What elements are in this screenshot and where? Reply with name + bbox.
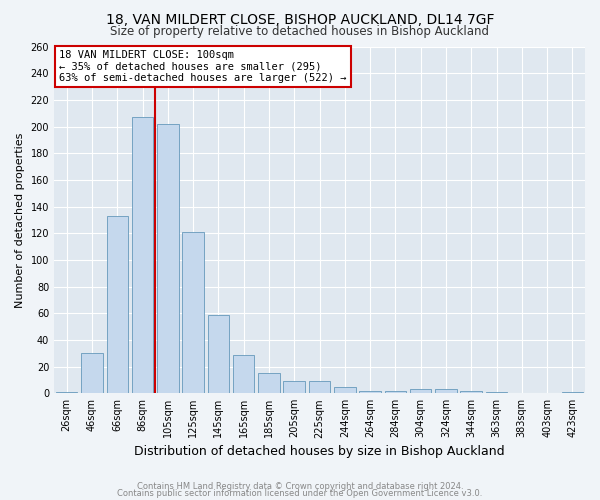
Bar: [258, 373, 280, 393]
Bar: [208, 314, 229, 393]
Bar: [182, 232, 204, 393]
Bar: [309, 381, 330, 393]
Bar: [435, 389, 457, 393]
Bar: [334, 386, 356, 393]
Text: 18 VAN MILDERT CLOSE: 100sqm
← 35% of detached houses are smaller (295)
63% of s: 18 VAN MILDERT CLOSE: 100sqm ← 35% of de…: [59, 50, 347, 83]
Bar: [486, 392, 507, 393]
Bar: [107, 216, 128, 393]
Bar: [157, 124, 179, 393]
Y-axis label: Number of detached properties: Number of detached properties: [15, 132, 25, 308]
X-axis label: Distribution of detached houses by size in Bishop Auckland: Distribution of detached houses by size …: [134, 444, 505, 458]
Bar: [410, 389, 431, 393]
Bar: [81, 353, 103, 393]
Bar: [385, 390, 406, 393]
Text: Contains HM Land Registry data © Crown copyright and database right 2024.: Contains HM Land Registry data © Crown c…: [137, 482, 463, 491]
Bar: [562, 392, 583, 393]
Bar: [359, 390, 381, 393]
Bar: [460, 390, 482, 393]
Bar: [233, 354, 254, 393]
Bar: [56, 392, 77, 393]
Bar: [283, 381, 305, 393]
Text: Size of property relative to detached houses in Bishop Auckland: Size of property relative to detached ho…: [110, 25, 490, 38]
Text: 18, VAN MILDERT CLOSE, BISHOP AUCKLAND, DL14 7GF: 18, VAN MILDERT CLOSE, BISHOP AUCKLAND, …: [106, 12, 494, 26]
Bar: [132, 117, 153, 393]
Text: Contains public sector information licensed under the Open Government Licence v3: Contains public sector information licen…: [118, 489, 482, 498]
